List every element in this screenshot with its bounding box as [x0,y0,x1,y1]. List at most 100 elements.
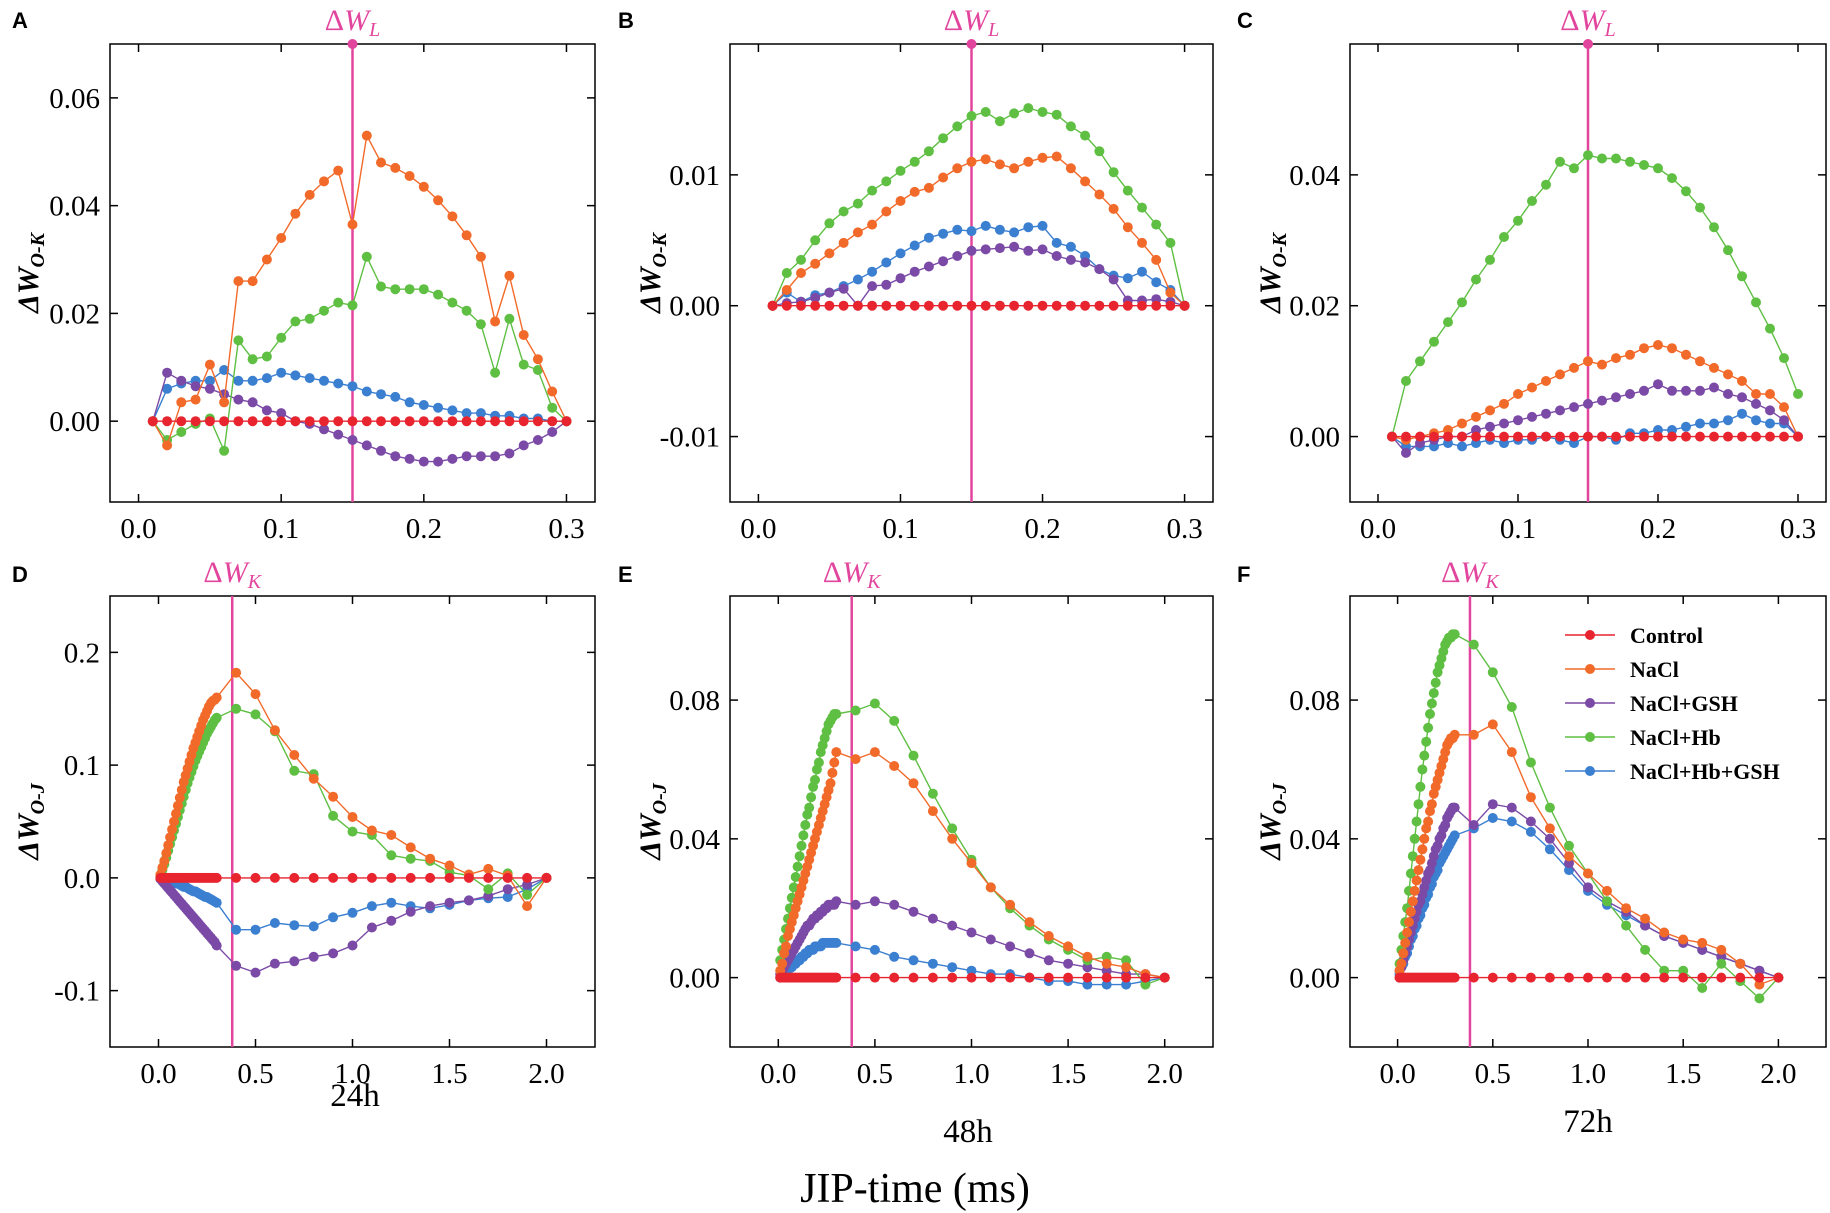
data-point [1513,431,1523,442]
data-point [561,416,572,427]
data-point [966,111,977,121]
data-point [1709,431,1719,442]
marker-label-symbol: W [963,4,991,37]
data-point [231,703,242,714]
data-point [1506,816,1517,827]
data-point [908,750,919,761]
data-point [190,416,201,427]
data-point [347,381,358,392]
data-point [1037,107,1048,117]
data-point [1429,336,1439,347]
data-point [980,244,991,255]
data-point [1037,220,1048,231]
data-point [447,405,458,416]
data-point [1487,813,1498,823]
x-tick-label: 1.5 [431,1058,467,1090]
data-point [810,300,821,311]
data-point [504,270,515,281]
data-point [923,232,934,243]
data-point [1411,875,1422,886]
data-point [176,784,187,795]
data-point [233,375,244,386]
series-line [152,371,567,463]
data-point [825,778,836,789]
data-point [1425,709,1435,719]
data-point [1499,232,1509,242]
data-point [966,858,977,869]
data-point [1449,729,1460,740]
data-point [1094,146,1105,157]
data-point [952,163,963,174]
data-point [1080,130,1091,141]
data-point [1754,972,1765,983]
data-point [532,365,543,375]
data-point [250,872,261,883]
data-point [1005,941,1016,952]
data-point [1037,244,1048,255]
data-point [869,698,880,709]
x-tick-label: 1.0 [1570,1058,1606,1090]
data-point [1525,792,1536,803]
data-point [1765,405,1775,416]
data-point [1659,965,1670,976]
data-point [444,872,455,883]
data-point [1678,965,1689,976]
data-point [1639,385,1649,396]
series-line [1391,154,1799,437]
data-point [433,456,444,467]
y-tick-label: 0.00 [669,291,720,323]
data-point [490,451,501,462]
data-point [947,962,958,973]
data-point [1602,972,1612,983]
data-point [211,692,222,703]
data-point [1140,972,1151,983]
x-tick-label: 0.0 [740,513,776,545]
data-point [1723,245,1733,256]
data-point [308,872,319,883]
marker-label-delta: Δ [203,556,222,589]
data-point [1513,389,1523,399]
series-line [772,155,1186,307]
data-point [276,332,287,343]
data-point [1101,958,1112,969]
data-point [908,778,919,789]
data-point [475,251,486,262]
marker-label-sub: K [247,571,263,593]
data-point [1625,431,1635,442]
data-point [147,416,158,427]
data-point [433,195,444,206]
y-tick-label: 0.00 [1289,422,1340,454]
data-point [1640,913,1651,924]
data-point [1541,376,1551,386]
data-point [1179,300,1190,311]
data-point [231,960,242,971]
data-point [386,850,397,861]
data-point [1108,167,1119,178]
data-point [1569,163,1579,174]
data-point [347,219,358,230]
y-tick-label: 0.04 [1289,824,1340,856]
data-point [1009,300,1020,311]
data-point [1063,941,1074,952]
data-point [1737,271,1747,282]
data-point [347,872,358,883]
data-point [319,305,329,316]
data-point [1583,868,1593,879]
data-point [386,830,397,840]
y-axis-title-main: ΔW [634,265,667,314]
data-point [1513,215,1523,226]
data-point [547,386,558,397]
x-tick-label: 0.0 [760,1058,796,1090]
data-point [1417,844,1428,855]
data-point [909,266,920,277]
data-point [927,913,938,924]
data-point [289,956,300,967]
data-point [1640,920,1651,931]
data-point [1779,431,1789,442]
data-point [1695,431,1705,442]
data-point [850,754,861,765]
data-point [1428,688,1439,699]
data-point [889,715,900,726]
data-point [1009,241,1020,252]
